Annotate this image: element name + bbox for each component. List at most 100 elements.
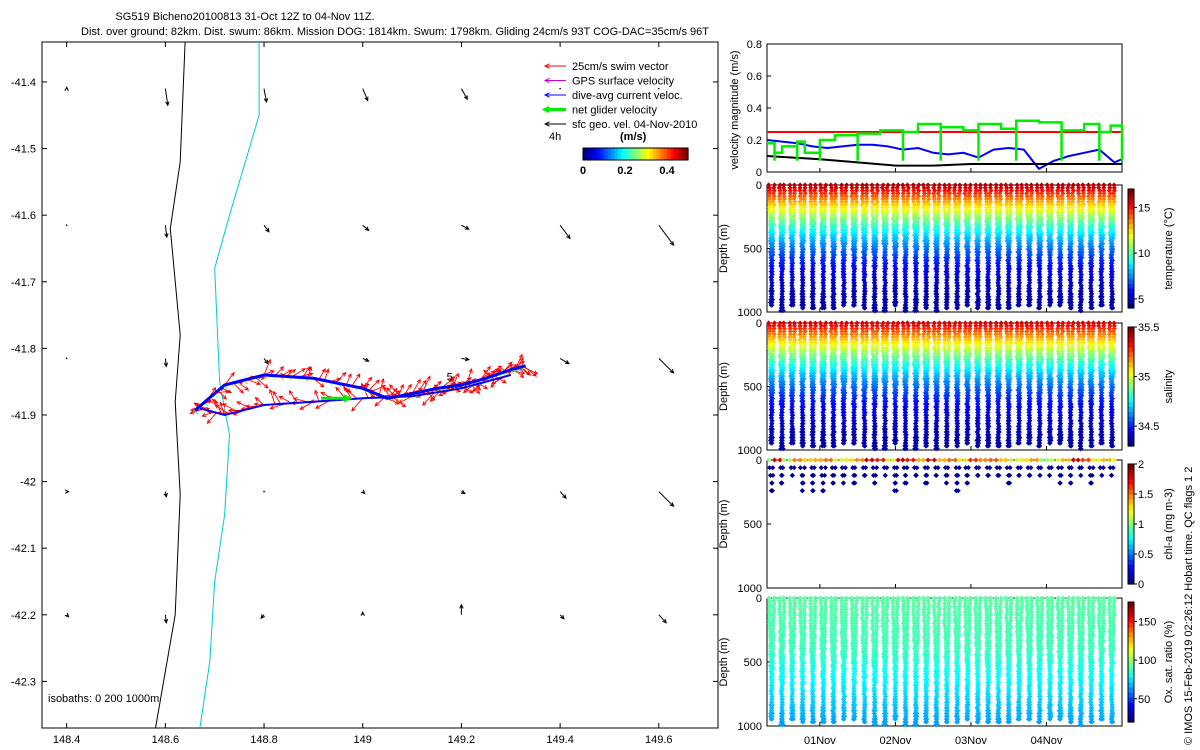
geo-velocity-vector [362,357,370,362]
map-y-tick-label: -42.1 [11,543,36,555]
temperature-colorbar-segment [1128,283,1134,289]
swim-vector [224,371,235,386]
geo-velocity-vector [461,224,470,230]
profile-sample [781,182,787,188]
figure-title-line2: Dist. over ground: 82km. Dist. swum: 86k… [81,26,709,38]
geo-velocity-vector [260,614,265,619]
swim-vector [450,377,457,390]
swim-vector [513,368,525,379]
swim-vector [343,386,353,400]
profile-sample [839,235,845,241]
temperature-colorbar-segment [1128,228,1134,235]
geo-velocity-vector [164,225,169,239]
isobath-200m [155,41,186,729]
map-y-tick-label: -41.8 [11,343,36,355]
profile-sample [780,213,787,219]
map-x-tick-label: 148.4 [53,734,81,746]
swim-vector [490,377,501,388]
map-y-tick-label: -41.4 [11,77,36,89]
swim-vector [302,366,311,378]
swim-vector [201,411,214,417]
map-colorbar-segment [639,148,644,160]
colorbar-unit-label: (m/s) [620,131,647,143]
profile-sample [798,207,804,213]
legend-swatch [543,92,566,98]
salinity-y-tick-label: 500 [744,382,762,394]
profile-sample [778,202,784,208]
swim-vector [323,368,330,381]
temperature-colorbar-segment [1128,273,1134,279]
map-colorbar-segment [642,148,647,160]
temperature-colorbar-segment [1128,223,1134,230]
map-y-tick-label: -41.5 [11,144,36,156]
isobath-label: isobaths: 0 200 1000m [48,693,159,705]
profile-sample [779,285,785,291]
dive-marker [194,410,199,415]
swim-vector [466,367,473,384]
temperature-colorbar-segment [1128,208,1134,215]
geo-velocity-vector [460,490,466,495]
map-x-tick-label: 149 [354,734,372,746]
map-y-tick-label: -42 [20,477,36,489]
map-y-tick-label: -41.7 [11,277,36,289]
swim-vector [272,390,281,405]
profile-sample [767,210,773,216]
profile-sample [787,190,793,196]
map-x-tick-label: 148.8 [250,734,278,746]
legend-time-step: 4h [549,131,561,143]
velocity-y-label: velocity magnitude (m/s) [729,50,741,169]
map-colorbar-segment [677,148,682,160]
temperature-colorbar-segment [1128,268,1134,274]
swim-vector [314,400,331,409]
temperature-colorbar-segment [1128,258,1134,264]
map-x-tick-label: 149.2 [448,734,476,746]
geo-velocity-vector [559,357,570,365]
profile-sample [839,215,845,222]
swim-vector [515,353,523,369]
map-colorbar-segment [660,148,665,160]
map-colorbar-tick-label: 0 [580,165,586,177]
geo-velocity-vector [263,224,270,233]
profile-sample [819,215,825,222]
temperature-colorbar-label: temperature (°C) [1163,207,1175,289]
swim-vector [206,412,217,424]
swim-vector [274,366,285,377]
map-y-tick-label: -41.9 [11,410,36,422]
profile-sample [797,182,803,188]
legend-swatch [543,121,566,127]
geo-velocity-vector [64,86,69,92]
map-colorbar-segment [621,148,626,160]
profile-sample [801,193,807,199]
glider-track-return [199,374,512,417]
swim-vector [263,358,272,376]
temperature-colorbar-segment [1128,238,1134,245]
velocity-y-tick-label: 0.4 [747,103,762,115]
swim-vector [189,408,203,415]
map-colorbar-segment [614,148,619,160]
swim-vector [351,398,364,412]
map-colorbar-segment [656,148,661,160]
geo-velocity-vector [263,88,269,104]
map-colorbar-segment [583,148,588,160]
map-panel: 148.4 148.6 148.8 149 149.2 149.4 149.6-41.4-4… [11,41,719,746]
isobath-1000m [199,42,260,729]
geo-velocity-vector [657,87,660,90]
map-y-tick-label: -41.6 [11,210,36,222]
map-colorbar-segment [674,148,679,160]
swim-vector [288,389,298,404]
velocity-axes-frame [766,43,1123,173]
swim-vector [386,387,396,398]
profile-sample [799,269,806,275]
geo-velocity-vector [460,88,468,101]
temperature-colorbar-tick-label: 10 [1138,248,1150,260]
profile-sample [801,224,807,230]
map-colorbar-segment [681,148,686,160]
geo-velocity-vector [64,612,70,618]
profile-sample [839,188,845,194]
profile-sample [780,215,787,222]
profile-sample [809,305,815,311]
velocity-y-tick-label: 0.8 [747,39,762,51]
profile-sample [800,277,806,283]
profile-sample [808,204,814,210]
geo-velocity-vector [164,88,170,107]
